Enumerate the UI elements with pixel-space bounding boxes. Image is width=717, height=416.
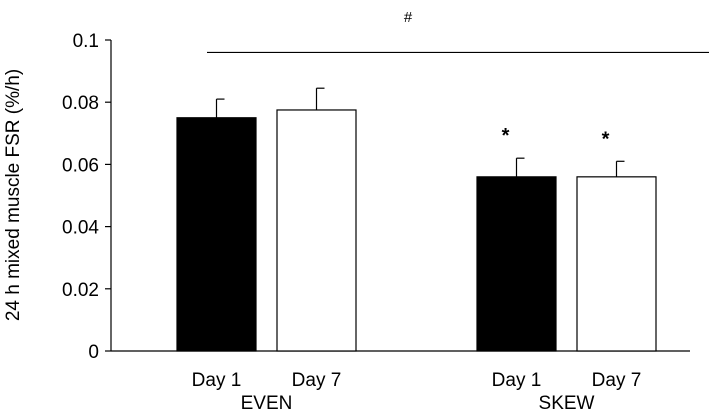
bar (276, 109, 357, 352)
y-axis-title: 24 h mixed muscle FSR (%/h) (3, 69, 24, 321)
y-axis: 0 0.02 0.04 0.06 0.08 0.1 (62, 31, 690, 363)
y-tick-label: 0.04 (62, 218, 99, 239)
bar (476, 176, 557, 352)
y-tick-label: 0.06 (62, 155, 99, 176)
y-tick-label: 0.08 (62, 93, 99, 114)
category-label: Day 7 (592, 370, 642, 391)
y-tick-label: 0.1 (73, 31, 99, 52)
category-label: Day 1 (192, 370, 242, 391)
significance-marker: * (602, 128, 610, 150)
bars (176, 87, 657, 352)
category-label: Day 1 (492, 370, 542, 391)
category-label: Day 7 (292, 370, 342, 391)
y-tick-label: 0.02 (62, 280, 99, 301)
group-label: EVEN (241, 393, 293, 414)
y-tick-label: 0 (88, 342, 99, 363)
bar (576, 176, 657, 352)
significance-marker: * (502, 125, 510, 147)
bar (176, 117, 257, 352)
annotations: * * # (207, 9, 709, 150)
comparison-marker: # (404, 9, 413, 26)
group-label: SKEW (539, 393, 595, 414)
